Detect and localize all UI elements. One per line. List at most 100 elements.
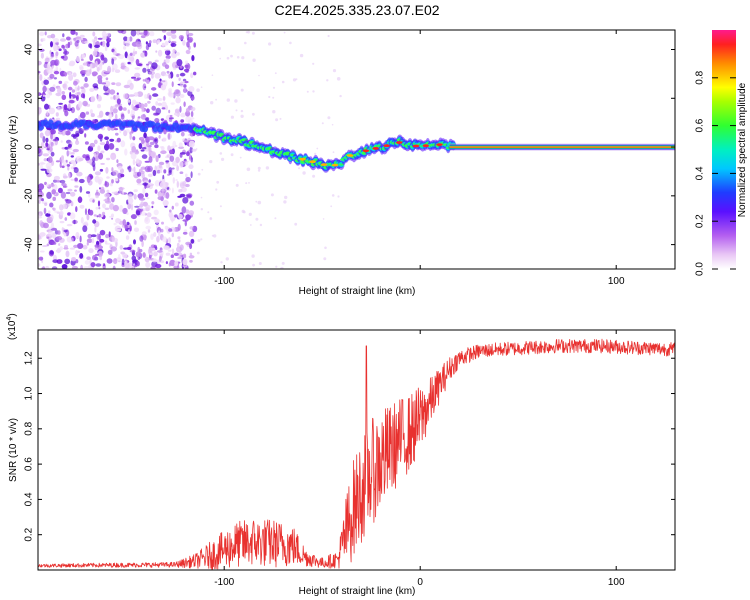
spectrogram-noise-cell [62, 33, 65, 38]
spectrogram-noise-cell [126, 37, 130, 41]
spectrogram-noise-cell [84, 141, 89, 145]
spectrogram-noise-cell [152, 112, 160, 116]
spectrogram-noise-cell [61, 165, 65, 169]
spectrogram-noise-cell [94, 44, 100, 48]
spectrogram-noise-cell [104, 80, 111, 87]
spectrogram-noise-cell [47, 156, 53, 164]
spectrogram-noise-cell [66, 150, 70, 157]
spectrogram-noise-cell [38, 234, 41, 240]
spectrogram-noise-cell [76, 243, 84, 249]
spectrogram-noise-cell [97, 37, 103, 40]
spectrogram-noise-cell [75, 259, 79, 264]
spectrogram-noise-cell [178, 142, 183, 148]
spectrogram-noise-cell [111, 48, 115, 53]
spectrogram-noise-cell [69, 212, 76, 220]
spectrogram-noise-cell [176, 59, 183, 67]
spectrogram-faint-cell [326, 79, 329, 82]
spectrogram-noise-cell [184, 161, 188, 166]
spectrogram-faint-cell [219, 205, 222, 208]
spectrogram-noise-cell [50, 151, 55, 157]
spectrogram-noise-cell [136, 261, 140, 267]
spectrogram-y-label: Frequency (Hz) [8, 116, 19, 185]
spectrogram-noise-cell [50, 53, 55, 58]
spectrogram-noise-cell [70, 151, 75, 155]
spectrogram-noise-cell [44, 31, 47, 36]
spectrogram-noise-cell [38, 263, 41, 267]
spectrogram-noise-cell [151, 87, 157, 91]
spectrogram-faint-cell [216, 180, 220, 184]
spectrogram-noise-cell [167, 132, 171, 140]
spectrogram-noise-cell [46, 67, 53, 74]
spectrogram-noise-cell [79, 253, 84, 259]
spectrogram-noise-cell [169, 209, 172, 213]
spectrogram-noise-cell [150, 233, 154, 240]
snr-scale-exponent: 4 [6, 317, 13, 321]
spectrogram-noise-cell [121, 258, 125, 266]
snr-y-tick-label: 0.6 [24, 457, 35, 471]
spectrogram-noise-cell [185, 49, 191, 55]
spectrogram-noise-cell [166, 31, 173, 36]
spectrogram-noise-cell [182, 231, 188, 235]
spectrogram-noise-cell [112, 108, 118, 114]
spectrogram-y-tick-label: 20 [24, 92, 35, 104]
spectrogram-noise-cell [142, 83, 147, 91]
spectrogram-noise-cell [44, 202, 48, 206]
spectrogram-noise-cell [39, 31, 45, 37]
spectrogram-noise-cell [85, 155, 90, 162]
spectrogram-noise-cell [71, 89, 76, 93]
spectrogram-noise-cell [95, 206, 99, 210]
spectrogram-noise-cell [127, 61, 131, 65]
spectrogram-noise-cell [178, 189, 183, 193]
spectrogram-noise-cell [168, 237, 171, 244]
spectrogram-noise-cell [67, 166, 70, 171]
spectrogram-noise-cell [104, 207, 110, 210]
spectrogram-noise-cell [186, 194, 192, 199]
spectrogram-noise-cell [169, 259, 176, 267]
spectrogram-noise-cell [120, 140, 126, 148]
spectrogram-noise-cell [38, 216, 43, 219]
spectrogram-noise-cell [73, 244, 79, 248]
spectrogram-noise-cell [97, 250, 103, 258]
spectrogram-noise-cell [183, 101, 186, 107]
spectrogram-faint-cell [292, 78, 297, 82]
spectrogram-noise-cell [106, 41, 110, 48]
spectrogram-faint-cell [295, 78, 298, 81]
spectrogram-noise-cell [168, 109, 171, 114]
spectrogram-noise-cell [168, 167, 173, 173]
spectrogram-noise-cell [190, 117, 195, 120]
spectrogram-noise-cell [136, 171, 142, 177]
spectrogram-noise-cell [159, 255, 162, 263]
spectrogram-noise-cell [101, 211, 106, 216]
spectrogram-noise-cell [135, 58, 140, 66]
spectrogram-noise-cell [146, 63, 149, 66]
spectrogram-noise-cell [156, 97, 163, 102]
spectrogram-noise-cell [89, 142, 96, 148]
spectrogram-noise-cell [174, 108, 180, 114]
spectrogram-noise-cell [164, 41, 169, 46]
spectrogram-noise-cell [49, 250, 54, 255]
spectrogram-noise-cell [119, 205, 124, 212]
spectrogram-faint-cell [235, 183, 239, 187]
spectrogram-noise-cell [144, 165, 151, 173]
spectrogram-noise-cell [156, 169, 161, 174]
spectrogram-noise-cell [84, 76, 88, 82]
spectrogram-noise-cell [57, 230, 61, 235]
spectrogram-noise-cell [38, 143, 41, 146]
spectrogram-noise-cell [114, 69, 121, 73]
spectrogram-noise-cell [77, 196, 83, 203]
spectrogram-noise-cell [89, 88, 95, 92]
spectrogram-noise-cell [81, 87, 86, 95]
spectrogram-noise-cell [151, 205, 154, 209]
spectrogram-noise-cell [102, 263, 106, 267]
spectrogram-noise-cell [55, 51, 59, 57]
spectrogram-noise-cell [172, 177, 175, 184]
spectrogram-noise-cell [104, 45, 108, 52]
spectrogram-noise-cell [49, 91, 53, 96]
spectrogram-noise-cell [55, 112, 59, 117]
spectrogram-noise-cell [185, 209, 190, 214]
spectrogram-noise-cell [154, 180, 160, 187]
spectrogram-noise-cell [140, 201, 144, 205]
spectrogram-noise-cell [75, 206, 78, 213]
spectrogram-noise-cell [137, 116, 141, 119]
